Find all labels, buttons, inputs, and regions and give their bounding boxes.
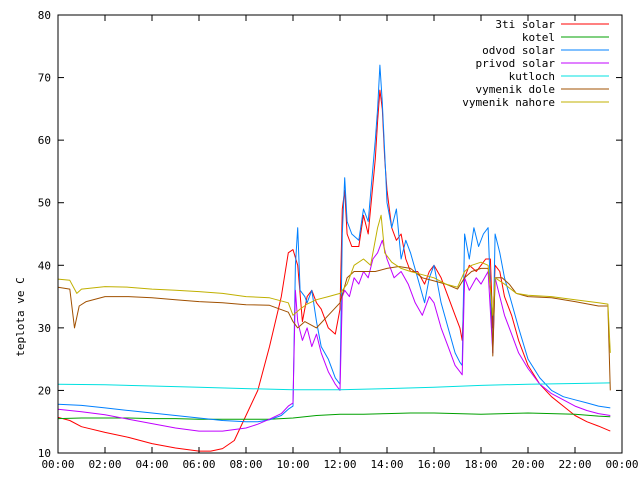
y-tick-label: 20	[38, 384, 51, 397]
x-tick-label: 00:00	[41, 458, 74, 471]
x-tick-label: 06:00	[182, 458, 215, 471]
x-tick-label: 08:00	[229, 458, 262, 471]
x-tick-label: 04:00	[135, 458, 168, 471]
legend-label: kutloch	[509, 70, 555, 83]
axis-tick-labels: 10 20 30 40 50 60 70 80 00:00 02:00 04:00 06:00 08:0…	[38, 9, 639, 471]
y-axis-label: teplota ve C	[14, 277, 27, 356]
y-tick-label: 50	[38, 197, 51, 210]
series-line-odvod-solar	[58, 64, 611, 423]
x-tick-label: 22:00	[558, 458, 591, 471]
y-tick-label: 40	[38, 259, 51, 272]
y-tick-label: 60	[38, 134, 51, 147]
legend-label: kotel	[522, 31, 555, 44]
series-line-kutloch	[58, 382, 611, 391]
legend-label: vymenik dole	[476, 83, 555, 96]
x-tick-label: 18:00	[464, 458, 497, 471]
legend-label: odvod solar	[482, 44, 555, 57]
legend-label: privod solar	[476, 57, 556, 70]
series-line-vymenik-nahore	[58, 214, 611, 353]
y-tick-label: 80	[38, 9, 51, 22]
x-tick-label: 14:00	[370, 458, 403, 471]
plot-lines	[58, 64, 611, 452]
series-line-privod-solar	[58, 239, 611, 432]
x-tick-label: 10:00	[276, 458, 309, 471]
x-tick-label: 20:00	[511, 458, 544, 471]
axis-ticks	[57, 14, 623, 454]
y-tick-label: 30	[38, 322, 51, 335]
x-tick-label: 12:00	[323, 458, 356, 471]
x-tick-label: 00:00	[605, 458, 638, 471]
legend-label: 3ti solar	[495, 18, 555, 31]
y-tick-label: 10	[38, 447, 51, 460]
x-tick-label: 16:00	[417, 458, 450, 471]
y-tick-label: 70	[38, 72, 51, 85]
legend-label: vymenik nahore	[462, 96, 555, 109]
series-line-kotel	[58, 412, 611, 420]
series-line-vymenik-dole	[58, 266, 611, 391]
x-tick-label: 02:00	[88, 458, 121, 471]
